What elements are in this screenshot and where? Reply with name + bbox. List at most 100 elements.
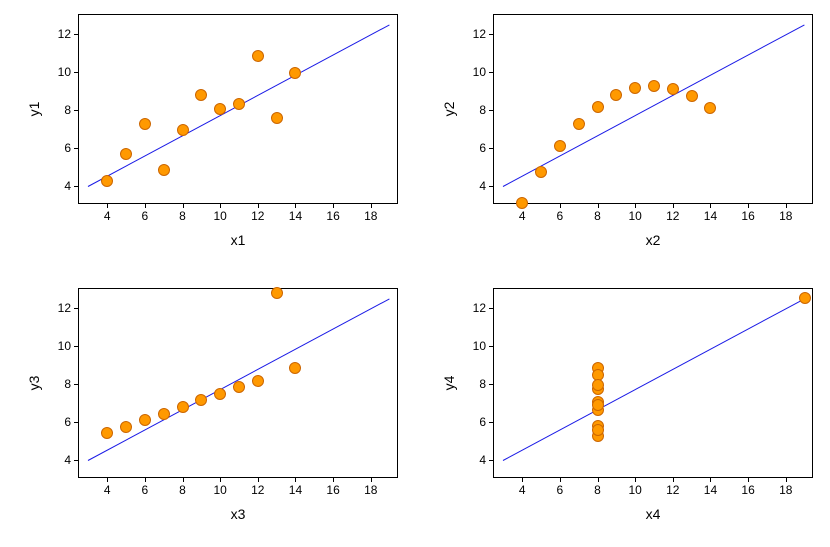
data-point bbox=[195, 89, 207, 101]
data-point bbox=[120, 148, 132, 160]
xtick-mark bbox=[333, 477, 334, 482]
ytick-label: 4 bbox=[64, 179, 71, 193]
xtick-label: 16 bbox=[741, 209, 754, 223]
ylabel-p1: y1 bbox=[26, 102, 42, 117]
data-point bbox=[592, 379, 604, 391]
xtick-mark bbox=[258, 203, 259, 208]
ytick-label: 8 bbox=[479, 377, 486, 391]
data-point bbox=[592, 101, 604, 113]
ytick-mark bbox=[74, 422, 79, 423]
panel-p3: 46810121416184681012y3x3 bbox=[0, 274, 415, 547]
data-point bbox=[686, 90, 698, 102]
xtick-label: 14 bbox=[289, 209, 302, 223]
ytick-mark bbox=[74, 148, 79, 149]
data-point bbox=[667, 83, 679, 95]
xtick-mark bbox=[560, 203, 561, 208]
ytick-mark bbox=[489, 34, 494, 35]
xtick-label: 6 bbox=[142, 209, 149, 223]
data-point bbox=[177, 124, 189, 136]
xtick-mark bbox=[295, 477, 296, 482]
xtick-label: 8 bbox=[594, 209, 601, 223]
xtick-mark bbox=[145, 203, 146, 208]
data-point bbox=[214, 388, 226, 400]
xtick-mark bbox=[183, 203, 184, 208]
xtick-label: 10 bbox=[213, 209, 226, 223]
data-point bbox=[195, 394, 207, 406]
data-point bbox=[629, 82, 641, 94]
plot-area-p4: 46810121416184681012 bbox=[493, 288, 813, 478]
xtick-label: 4 bbox=[519, 209, 526, 223]
xtick-mark bbox=[145, 477, 146, 482]
xtick-label: 14 bbox=[704, 209, 717, 223]
ytick-mark bbox=[74, 384, 79, 385]
data-point bbox=[289, 67, 301, 79]
ytick-mark bbox=[489, 384, 494, 385]
data-point bbox=[139, 118, 151, 130]
data-point bbox=[158, 164, 170, 176]
ytick-label: 10 bbox=[473, 65, 486, 79]
plot-area-p3: 46810121416184681012 bbox=[78, 288, 398, 478]
xtick-label: 18 bbox=[779, 483, 792, 497]
xtick-mark bbox=[295, 203, 296, 208]
data-point bbox=[252, 375, 264, 387]
ytick-label: 12 bbox=[473, 301, 486, 315]
data-point bbox=[120, 421, 132, 433]
data-point bbox=[648, 80, 660, 92]
data-point bbox=[610, 89, 622, 101]
ytick-mark bbox=[74, 460, 79, 461]
xtick-mark bbox=[598, 477, 599, 482]
data-point bbox=[158, 408, 170, 420]
data-point bbox=[139, 414, 151, 426]
xtick-mark bbox=[333, 203, 334, 208]
data-point bbox=[233, 381, 245, 393]
ytick-label: 4 bbox=[479, 453, 486, 467]
xtick-label: 16 bbox=[326, 483, 339, 497]
regression-line bbox=[503, 25, 805, 187]
ytick-label: 12 bbox=[473, 27, 486, 41]
xtick-label: 18 bbox=[364, 483, 377, 497]
ytick-mark bbox=[74, 346, 79, 347]
ytick-mark bbox=[489, 72, 494, 73]
ylabel-p4: y4 bbox=[441, 375, 457, 390]
data-point bbox=[252, 50, 264, 62]
xtick-label: 4 bbox=[104, 483, 111, 497]
panel-p2: 46810121416184681012y2x2 bbox=[415, 0, 830, 274]
xtick-mark bbox=[107, 203, 108, 208]
xtick-label: 16 bbox=[326, 209, 339, 223]
xtick-label: 4 bbox=[104, 209, 111, 223]
xtick-label: 12 bbox=[251, 209, 264, 223]
ytick-mark bbox=[489, 460, 494, 461]
xtick-mark bbox=[220, 477, 221, 482]
ylabel-p3: y3 bbox=[26, 375, 42, 390]
ytick-label: 6 bbox=[479, 415, 486, 429]
xtick-mark bbox=[673, 477, 674, 482]
ytick-label: 10 bbox=[473, 339, 486, 353]
xtick-mark bbox=[598, 203, 599, 208]
xtick-mark bbox=[748, 477, 749, 482]
panel-p4: 46810121416184681012 y4 x4 bbox=[415, 274, 830, 547]
xtick-mark bbox=[371, 477, 372, 482]
xtick-label: 10 bbox=[628, 209, 641, 223]
ytick-label: 10 bbox=[58, 65, 71, 79]
xtick-label: 12 bbox=[666, 483, 679, 497]
xtick-label: 4 bbox=[519, 483, 526, 497]
xtick-label: 6 bbox=[557, 483, 564, 497]
ytick-label: 6 bbox=[64, 415, 71, 429]
xlabel-p4: x4 bbox=[646, 506, 661, 522]
data-point bbox=[233, 98, 245, 110]
xtick-mark bbox=[748, 203, 749, 208]
xtick-mark bbox=[710, 203, 711, 208]
data-point bbox=[592, 424, 604, 436]
xtick-mark bbox=[522, 477, 523, 482]
xlabel-p1: x1 bbox=[231, 232, 246, 248]
xtick-label: 12 bbox=[666, 209, 679, 223]
data-point bbox=[101, 175, 113, 187]
xtick-mark bbox=[107, 477, 108, 482]
data-point bbox=[704, 102, 716, 114]
ytick-label: 10 bbox=[58, 339, 71, 353]
ytick-mark bbox=[489, 308, 494, 309]
xtick-label: 14 bbox=[704, 483, 717, 497]
xlabel-p2: x2 bbox=[646, 232, 661, 248]
data-point bbox=[177, 401, 189, 413]
xtick-label: 8 bbox=[594, 483, 601, 497]
